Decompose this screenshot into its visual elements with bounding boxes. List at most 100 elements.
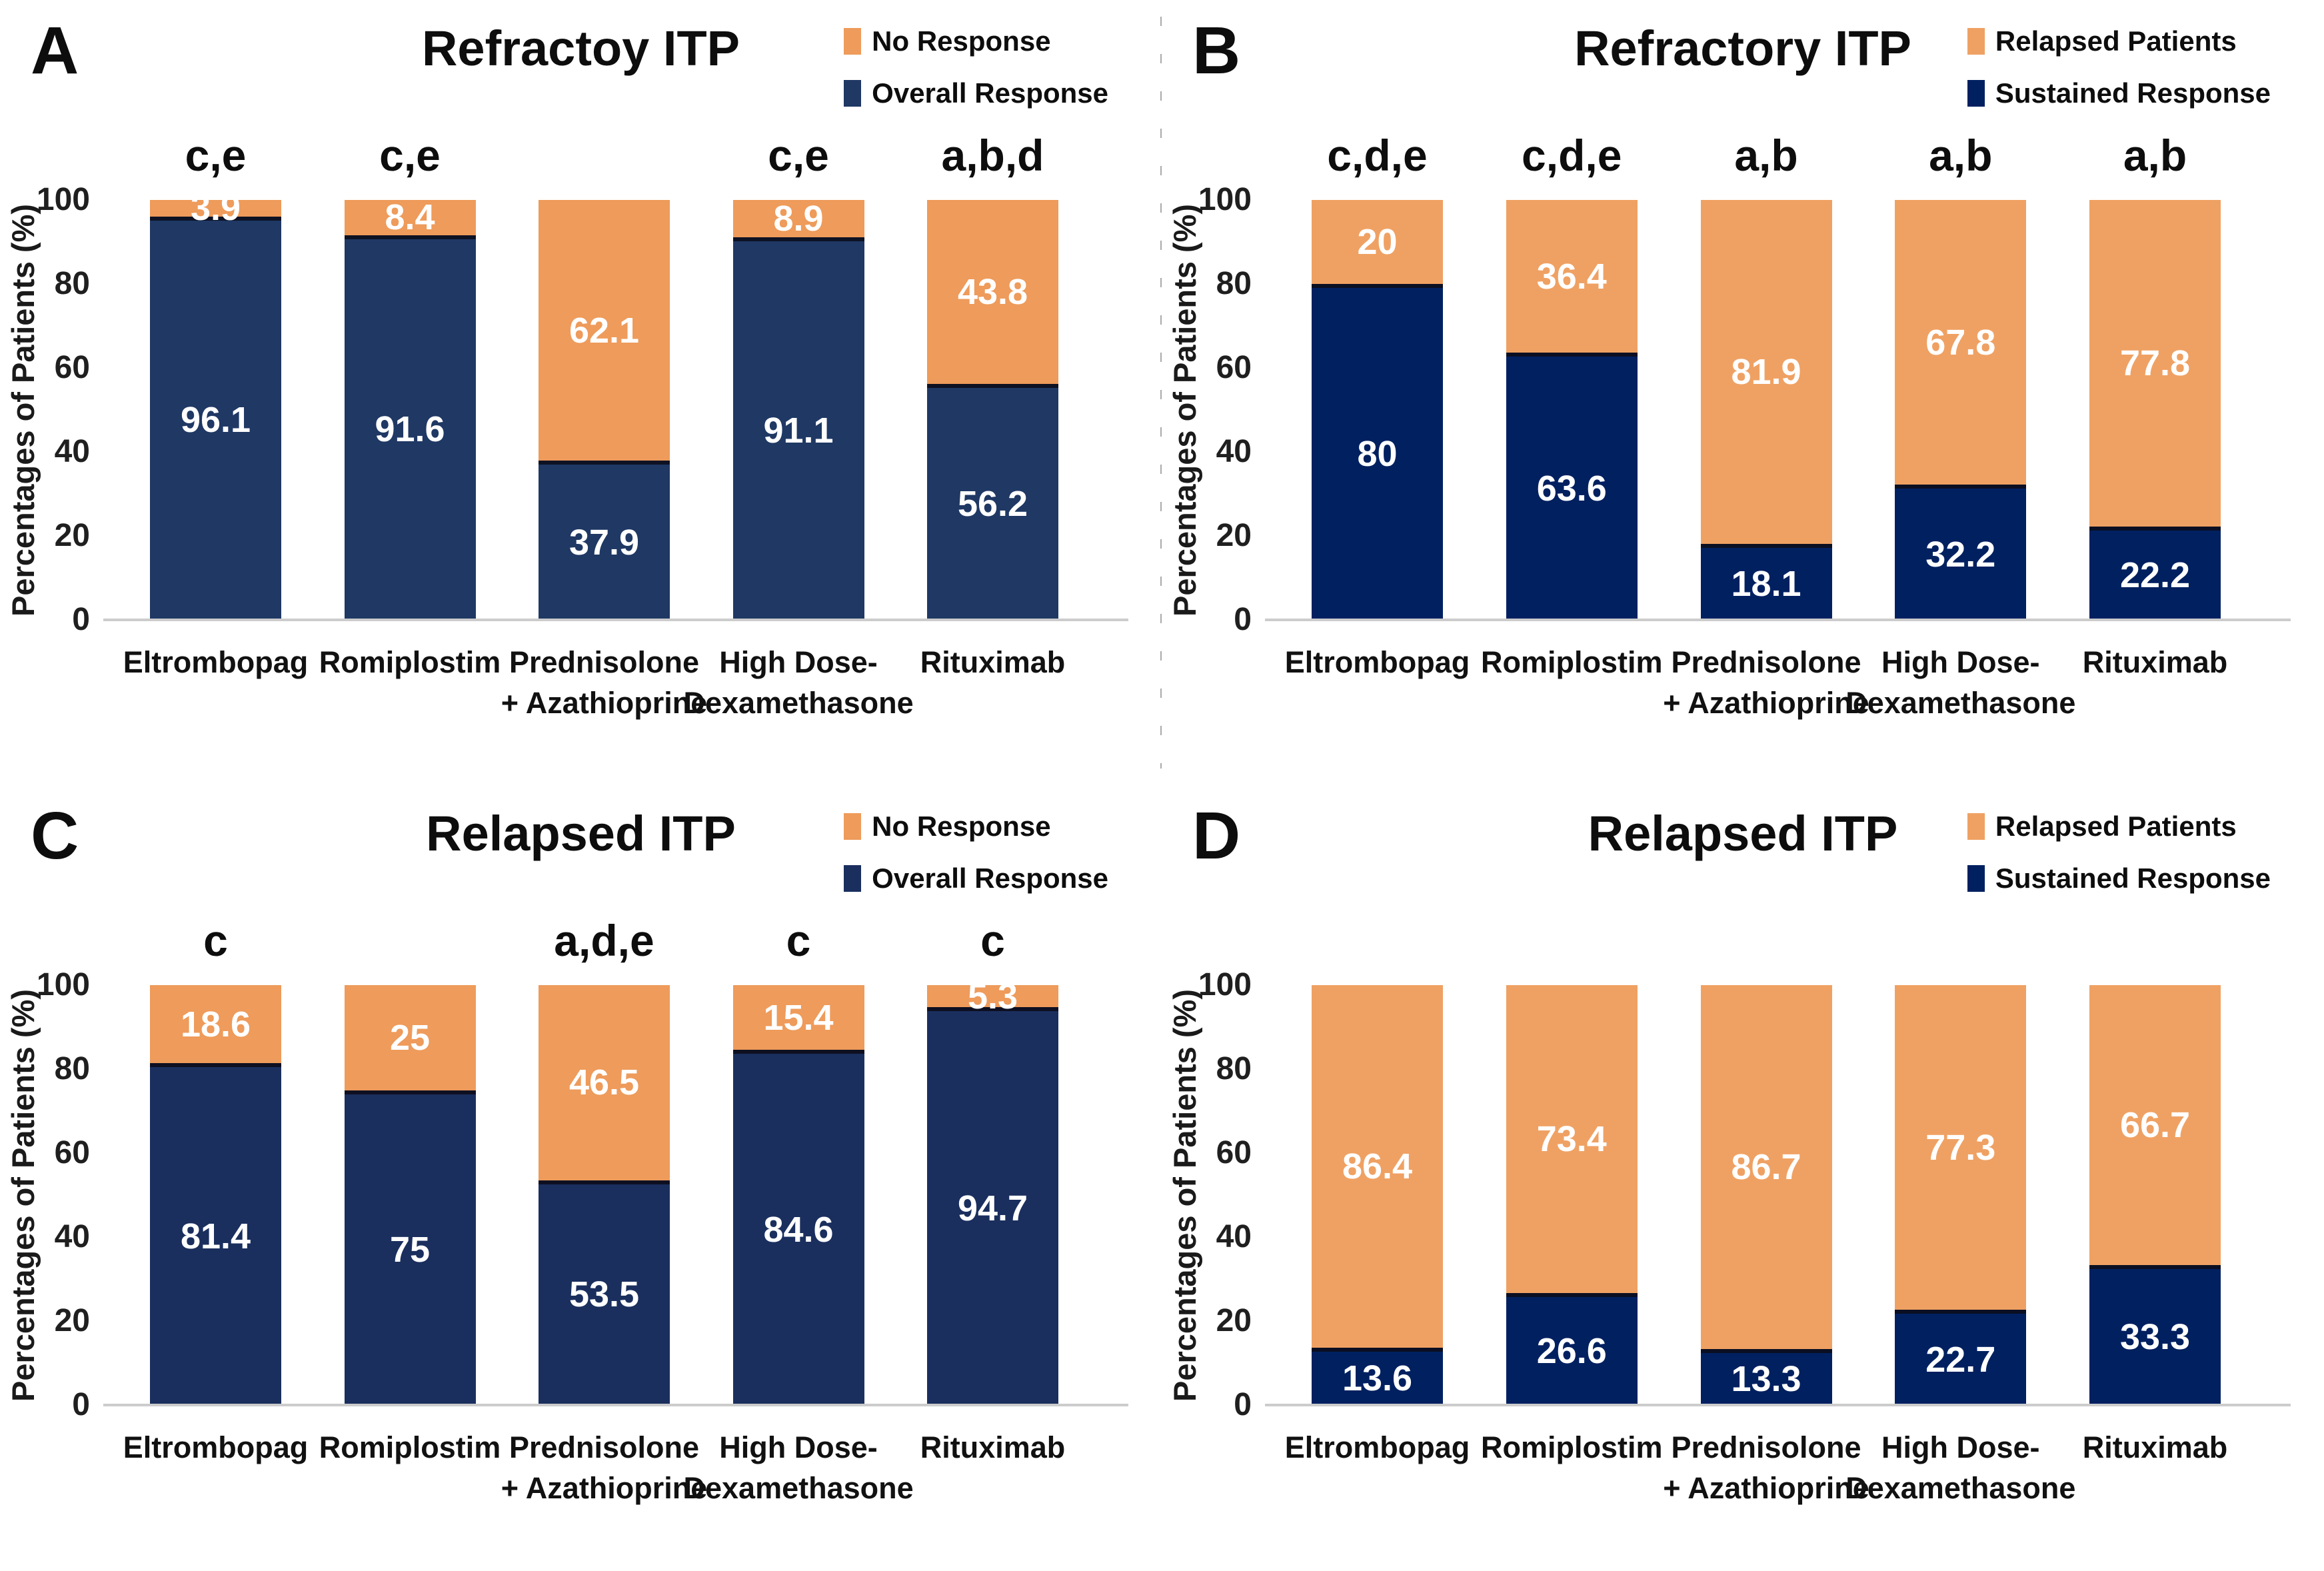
category-label-prednisolone: Prednisolone + Azathioprine (501, 645, 708, 720)
legend-item: Overall Response (844, 862, 1108, 894)
y-tick-20: 20 (1216, 518, 1252, 553)
value-label-no-response: 8.9 (773, 199, 824, 239)
chart-title: Refractoy ITP (421, 21, 740, 76)
bar-prednisolone: a,b 18.1 81.9 Prednisolone + Azathioprine (1663, 133, 1869, 720)
segment-overall-response: 96.1 (150, 216, 281, 620)
y-tick-40: 40 (54, 434, 90, 469)
segment-relapsed-patients: 86.4 (1312, 985, 1443, 1348)
legend-label: No Response (872, 25, 1051, 57)
category-label-romiplostim: Romiplostim (319, 645, 501, 679)
y-tick-100: 100 (1198, 182, 1252, 217)
segment-overall-response: 91.6 (344, 235, 476, 620)
segment-overall-response: 75 (344, 1090, 476, 1405)
panel-a-refractory-itp-response: A Refractoy ITP No Response Overall Resp… (0, 0, 1164, 785)
value-label-sustained-response: 26.6 (1536, 1331, 1607, 1372)
segment-no-response: 3.9 (150, 190, 281, 226)
category-label-romiplostim: Romiplostim (1480, 645, 1663, 679)
value-label-overall-response: 91.1 (763, 411, 834, 451)
segment-no-response: 18.6 (150, 985, 281, 1064)
value-label-sustained-response: 22.2 (2119, 555, 2191, 596)
y-tick-80: 80 (1216, 1051, 1252, 1086)
segment-overall-response: 91.1 (732, 237, 864, 620)
segment-overall-response: 37.9 (539, 461, 670, 620)
significance-annotation: c (980, 916, 1005, 965)
plot-area: Percentages of Patients (%) 100 80 60 40 20 0… (1167, 969, 2291, 1505)
legend-label: Sustained Response (1995, 862, 2271, 894)
bar-rituximab: a,b,d 56.2 43.8 Rituximab (920, 133, 1066, 679)
legend: No Response Overall Response (844, 25, 1108, 109)
significance-annotation: c,e (768, 131, 829, 180)
y-tick-0: 0 (72, 602, 90, 637)
y-tick-60: 60 (1216, 1135, 1252, 1170)
legend-swatch-no-response (844, 28, 862, 55)
y-axis-ticks: 100 80 60 40 20 0 (1172, 969, 1252, 1421)
value-label-relapsed-patients: 20 (1357, 222, 1398, 262)
significance-annotation: c,e (185, 131, 247, 180)
significance-annotation: a,b (1734, 131, 1798, 180)
significance-annotation: a,b (2123, 131, 2187, 180)
significance-annotation: c,d,e (1522, 131, 1622, 180)
panel-letter: C (31, 798, 79, 873)
value-label-no-response: 46.5 (569, 1062, 640, 1103)
legend-swatch-sustained-response (1967, 865, 1985, 892)
value-label-no-response: 43.8 (957, 271, 1028, 312)
bar-eltrombopag: c,e 96.1 3.9 Eltrombopag (123, 133, 309, 679)
legend-item: Overall Response (844, 77, 1108, 109)
category-label-rituximab: Rituximab (920, 1430, 1066, 1464)
bar-prednisolone: 37.9 62.1 Prednisolone + Azathioprine (501, 200, 707, 720)
segment-sustained-response: 33.3 (2089, 1265, 2221, 1405)
y-tick-20: 20 (1216, 1303, 1252, 1338)
y-tick-80: 80 (54, 266, 90, 301)
value-label-relapsed-patients: 77.8 (2119, 343, 2191, 384)
panel-letter: A (31, 13, 79, 88)
category-label-high-dose: High Dose- Dexamethasone (683, 645, 914, 720)
value-label-no-response: 18.6 (180, 1004, 251, 1044)
bar-high-dose: 22.7 77.3 High Dose- Dexamethasone (1845, 985, 2075, 1505)
y-tick-60: 60 (1216, 350, 1252, 385)
segment-no-response: 25 (344, 985, 476, 1090)
segment-no-response: 8.4 (344, 199, 476, 235)
segment-sustained-response: 63.6 (1506, 353, 1638, 620)
category-label-rituximab: Rituximab (920, 645, 1066, 679)
bar-eltrombopag: c 81.4 18.6 Eltrombopag (123, 918, 309, 1464)
legend-swatch-relapsed-patients (1967, 813, 1985, 840)
category-label-rituximab: Rituximab (2082, 1430, 2228, 1464)
segment-sustained-response: 13.6 (1312, 1348, 1443, 1405)
segment-relapsed-patients: 36.4 (1506, 200, 1638, 353)
value-label-overall-response: 37.9 (569, 522, 640, 563)
bars-area: c,e 96.1 3.9 Eltrombopag c,e 91.6 8.4 Romiplost… (103, 133, 1128, 720)
segment-no-response: 46.5 (539, 985, 670, 1180)
significance-annotation: c (203, 916, 228, 965)
legend-swatch-no-response (844, 813, 862, 840)
category-label-eltrombopag: Eltrombopag (123, 1430, 309, 1464)
legend-item: No Response (844, 810, 1108, 842)
value-label-no-response: 15.4 (763, 997, 834, 1038)
bar-rituximab: 33.3 66.7 Rituximab (2083, 985, 2227, 1464)
segment-sustained-response: 32.2 (1895, 485, 2027, 620)
category-label-high-dose: High Dose- Dexamethasone (683, 1430, 914, 1505)
category-label-high-dose: High Dose- Dexamethasone (1845, 645, 2076, 720)
bar-high-dose: c,e 91.1 8.9 High Dose- Dexamethasone (684, 133, 914, 720)
value-label-overall-response: 96.1 (180, 400, 251, 441)
panel-c-relapsed-itp-response: C Relapsed ITP No Response Overall Respo… (0, 785, 1162, 1571)
segment-overall-response: 94.7 (927, 1007, 1058, 1405)
legend-swatch-overall-response (844, 80, 862, 107)
significance-annotation: a,b,d (941, 131, 1044, 180)
bar-prednisolone: a,d,e 53.5 46.5 Prednisolone + Azathioprine (501, 918, 708, 1505)
bar-prednisolone: 13.3 86.7 Prednisolone + Azathioprine (1663, 985, 1869, 1505)
value-label-sustained-response: 32.2 (1925, 534, 1996, 575)
y-tick-0: 0 (1234, 1387, 1252, 1422)
bar-high-dose: a,b 32.2 67.8 High Dose- Dexamethasone (1845, 133, 2075, 720)
y-tick-0: 0 (72, 1387, 90, 1422)
category-label-high-dose: High Dose- Dexamethasone (1845, 1430, 2076, 1505)
segment-sustained-response: 80 (1312, 284, 1443, 620)
value-label-sustained-response: 63.6 (1536, 468, 1607, 509)
value-label-relapsed-patients: 77.3 (1925, 1127, 1996, 1168)
y-tick-60: 60 (54, 1135, 90, 1170)
legend-label: Relapsed Patients (1995, 810, 2237, 842)
legend-label: Overall Response (872, 77, 1108, 109)
value-label-relapsed-patients: 73.4 (1536, 1119, 1607, 1160)
value-label-sustained-response: 13.6 (1342, 1358, 1413, 1399)
bar-romiplostim: 75 25 Romiplostim (319, 985, 501, 1464)
legend-item: No Response (844, 25, 1108, 57)
